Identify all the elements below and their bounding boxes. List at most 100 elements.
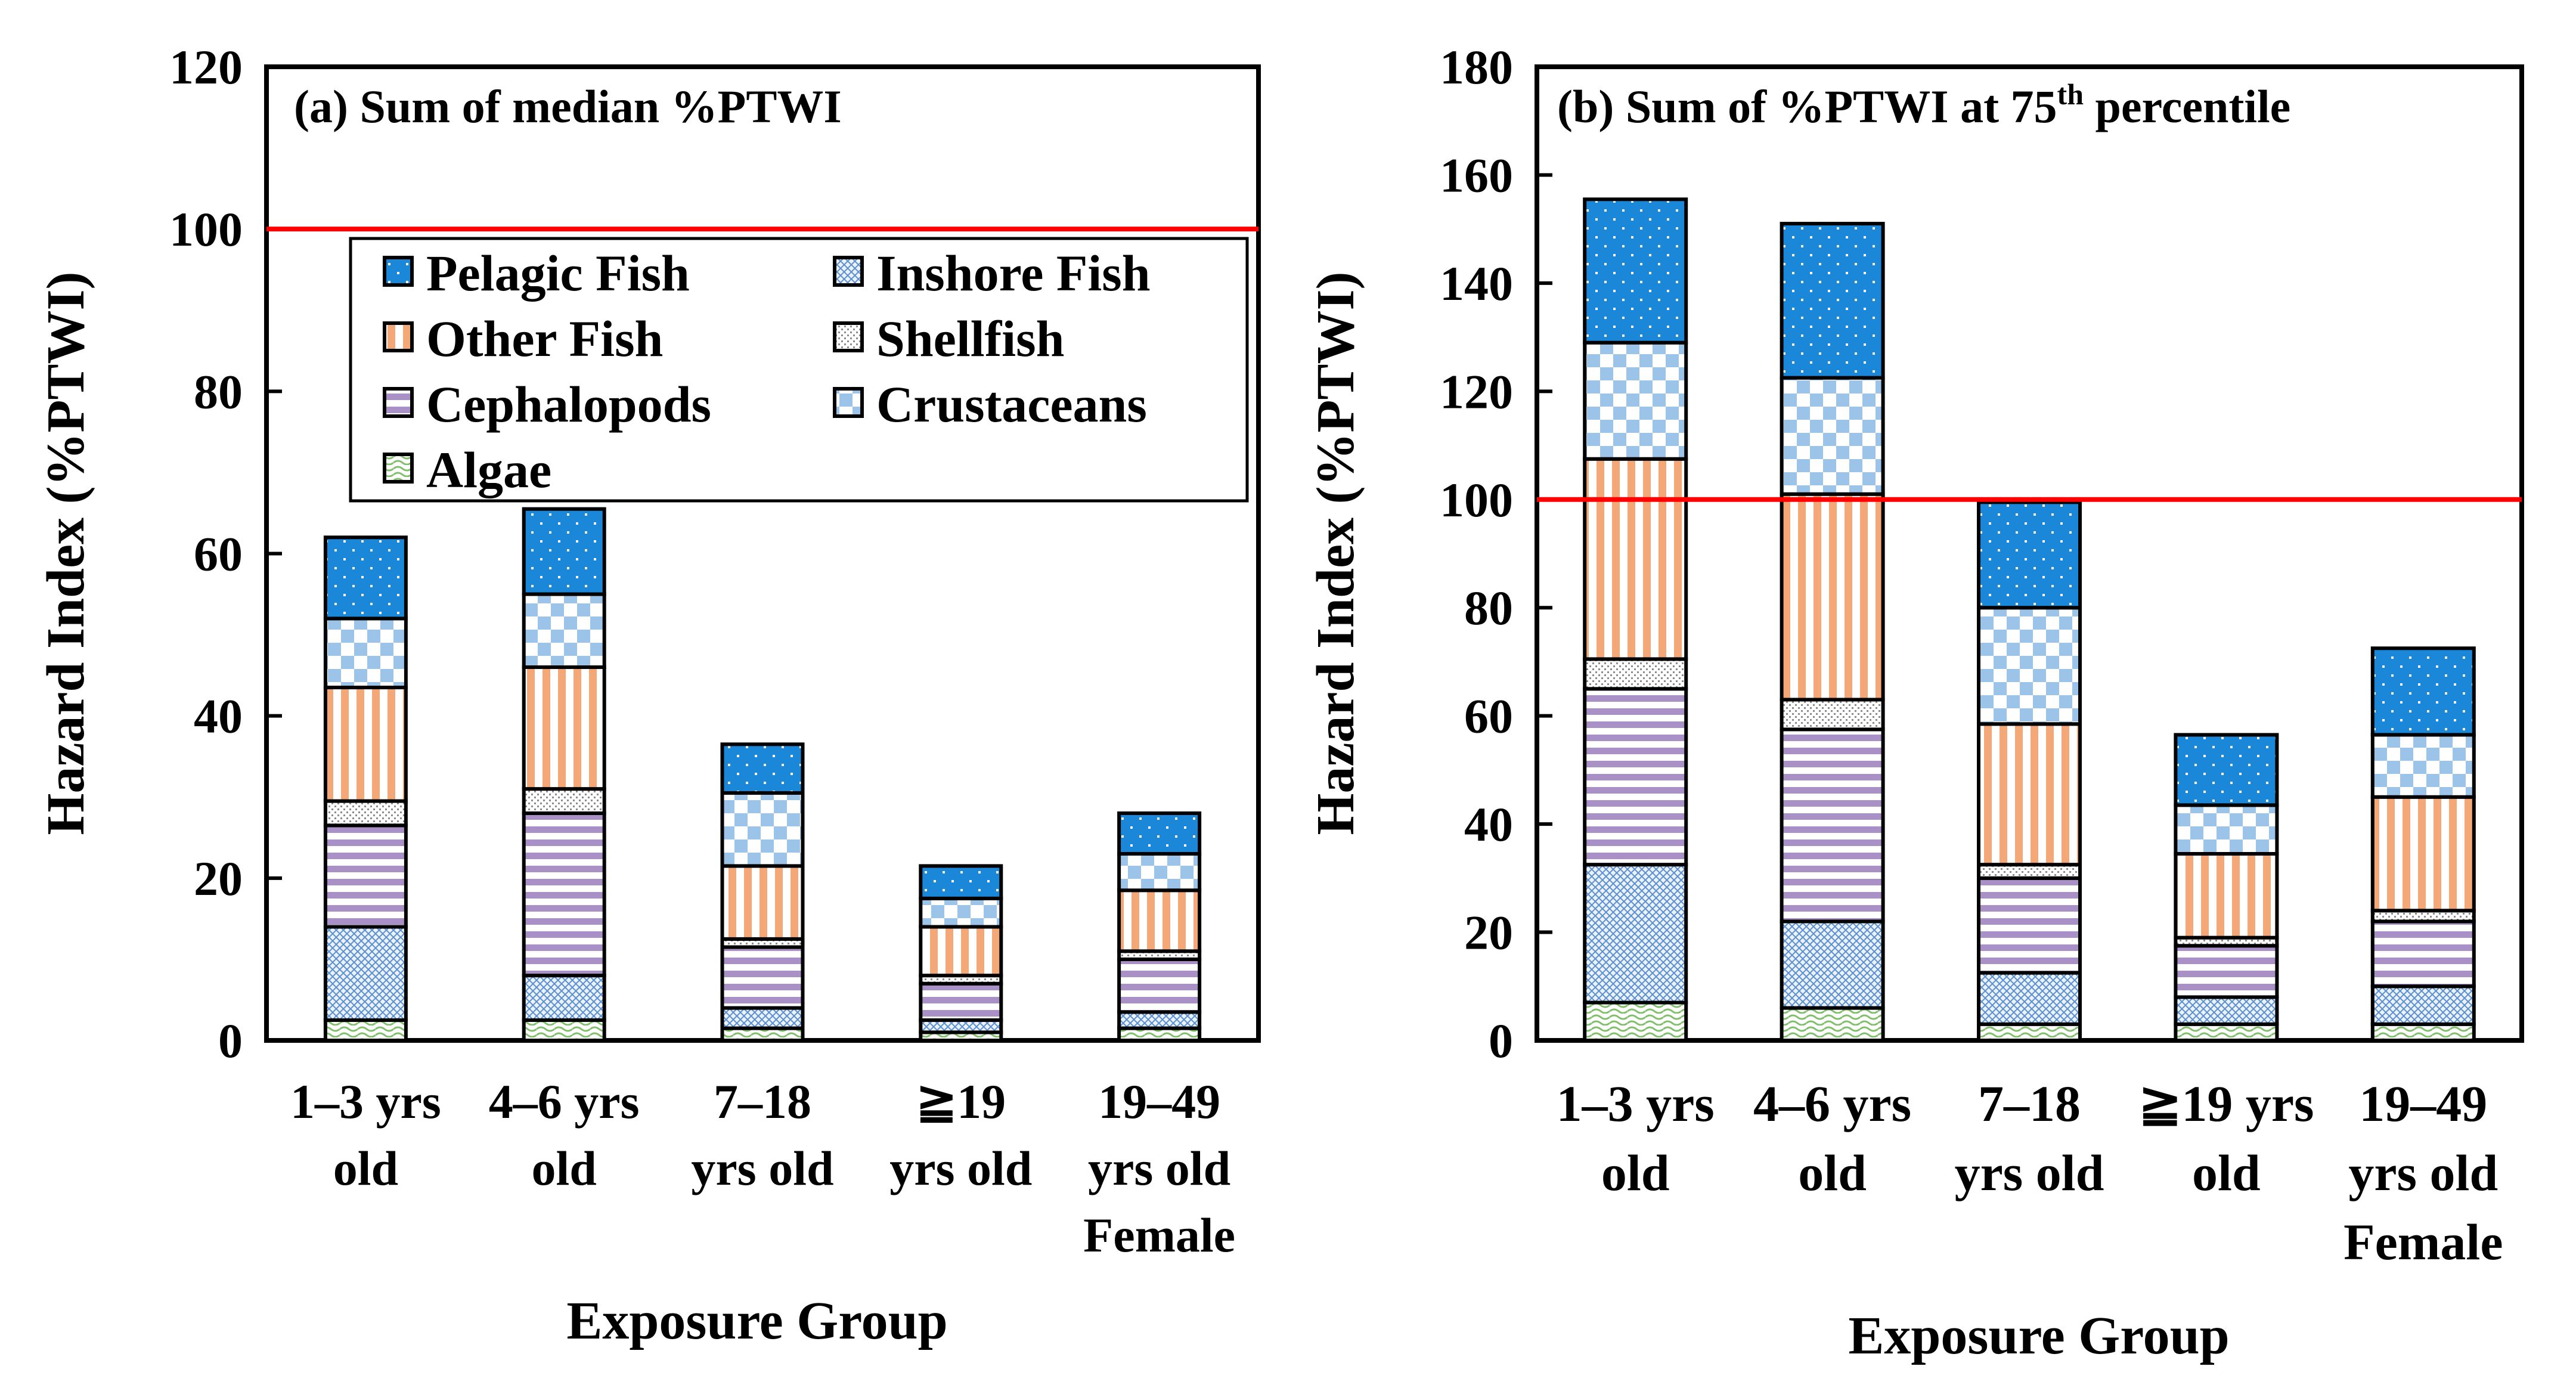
panel-a-bar-pelagic-1 bbox=[522, 507, 606, 596]
panel-a-bar-cephalopods-4 bbox=[1117, 957, 1202, 1014]
panel-b-x-axis-label: Exposure Group bbox=[1848, 1306, 2229, 1365]
panel-a-bar-crustaceans-3 bbox=[919, 896, 1003, 929]
legend-swatch-inshore bbox=[833, 256, 864, 287]
panel-b-y-tick-label: 180 bbox=[1440, 40, 1513, 94]
panel-b-x-tick-label: 7–18 bbox=[1978, 1075, 2081, 1132]
legend-swatch-cephalopods bbox=[383, 387, 414, 418]
panel-b-bar-crustaceans-1 bbox=[1780, 376, 1885, 496]
panel-a-bar-other-2 bbox=[720, 864, 805, 941]
panel-b-bar-shellfish-0 bbox=[1583, 657, 1688, 691]
panel-a-bar-inshore-4 bbox=[1117, 1010, 1202, 1030]
panel-b-x-tick-labels: 1–3 yrs old 4–6 yrs old 7–18 yrs old ≧19 yrs ol… bbox=[1557, 1075, 2503, 1271]
panel-b-bar-inshore-0 bbox=[1583, 863, 1688, 1005]
panel-b-bar-crustaceans-3 bbox=[2174, 803, 2279, 856]
legend-swatch-pelagic bbox=[383, 256, 414, 287]
panel-b-y-tick-label: 60 bbox=[1464, 689, 1513, 743]
panel-b-y-tick-label: 20 bbox=[1464, 906, 1513, 960]
panel-a-bar-inshore-3 bbox=[919, 1018, 1003, 1034]
panel-b-y-ticks: 0 20 40 60 80 100 120 140 160 180 bbox=[1440, 40, 1552, 1068]
panel-a-x-tick-label: ≧19 bbox=[916, 1074, 1006, 1129]
panel-a-bar-algae-0 bbox=[323, 1018, 408, 1042]
panel-b-y-tick-label: 120 bbox=[1440, 364, 1513, 419]
panel-b-bar-other-0 bbox=[1583, 457, 1688, 661]
panel-a-y-tick-label: 20 bbox=[194, 851, 243, 906]
panel-b-bar-other-4 bbox=[2370, 795, 2476, 913]
panel-a-bar-shellfish-0 bbox=[323, 799, 408, 828]
panel-b-bar-shellfish-1 bbox=[1780, 698, 1885, 732]
panel-a-y-tick-label: 0 bbox=[218, 1014, 243, 1068]
legend-label-shellfish: Shellfish bbox=[876, 310, 1064, 367]
legend-swatch-crustaceans bbox=[833, 387, 864, 418]
panel-b-bar-inshore-1 bbox=[1780, 919, 1885, 1010]
panel-b-bar-cephalopods-3 bbox=[2174, 944, 2279, 999]
panel-a-bar-shellfish-1 bbox=[522, 787, 606, 815]
panel-a-bar-other-4 bbox=[1117, 888, 1202, 953]
panel-a-x-tick-label: Female bbox=[1083, 1208, 1235, 1262]
panel-b-bar-pelagic-3 bbox=[2174, 733, 2279, 807]
panel-b-bar-pelagic-0 bbox=[1583, 197, 1688, 345]
panel-a-x-tick-labels: 1–3 yrs old 4–6 yrs old 7–18 yrs old ≧19 yrs ol… bbox=[290, 1074, 1235, 1262]
legend-label-inshore: Inshore Fish bbox=[876, 244, 1151, 302]
panel-a-bar-cephalopods-2 bbox=[720, 945, 805, 1010]
panel-b-x-tick-label: old bbox=[2192, 1144, 2261, 1201]
panel-a-bar-crustaceans-0 bbox=[323, 616, 408, 690]
panel-a-y-tick-label: 100 bbox=[169, 202, 243, 256]
panel-b-bar-cephalopods-4 bbox=[2370, 919, 2476, 989]
legend-label-pelagic: Pelagic Fish bbox=[426, 244, 690, 302]
panel-b-bar-cephalopods-2 bbox=[1977, 876, 2082, 975]
panel-a-x-axis-label: Exposure Group bbox=[566, 1291, 947, 1350]
panel-a-bar-pelagic-0 bbox=[323, 535, 408, 621]
panel-b-x-tick-label: 19–49 bbox=[2359, 1075, 2487, 1132]
panel-b-bar-algae-1 bbox=[1780, 1006, 1885, 1042]
panel-a-bar-algae-2 bbox=[720, 1026, 805, 1043]
panel-a-x-tick-label: 1–3 yrs bbox=[290, 1074, 441, 1129]
panel-b-bar-other-2 bbox=[1977, 722, 2082, 867]
panel-b-bar-cephalopods-1 bbox=[1780, 727, 1885, 924]
panel-a-x-tick-label: 19–49 bbox=[1098, 1074, 1220, 1129]
legend: Pelagic Fish Inshore Fish Other Fish Shellf… bbox=[349, 237, 1249, 503]
panel-a-x-tick-label: yrs old bbox=[691, 1141, 833, 1195]
panel-a-bar-other-3 bbox=[919, 925, 1003, 978]
panel-b-bar-crustaceans-2 bbox=[1977, 606, 2082, 726]
panel-b-bar-crustaceans-4 bbox=[2370, 733, 2476, 799]
legend-label-crustaceans: Crustaceans bbox=[876, 376, 1147, 433]
panel-a-bar-crustaceans-4 bbox=[1117, 852, 1202, 893]
panel-a-bar-pelagic-3 bbox=[919, 864, 1003, 900]
panel-a-bar-pelagic-2 bbox=[720, 742, 805, 795]
panel-b-y-tick-label: 40 bbox=[1464, 797, 1513, 851]
panel-a-y-axis-label: Hazard Index (%PTWI) bbox=[36, 272, 95, 835]
panel-a-y-tick-label: 120 bbox=[169, 40, 243, 94]
panel-b-bar-algae-4 bbox=[2370, 1022, 2476, 1042]
panel-a-y-tick-label: 60 bbox=[194, 527, 243, 581]
panel-b-title: (b) Sum of %PTWI at 75th percentile bbox=[1557, 78, 2290, 132]
panel-a-x-tick-label: 7–18 bbox=[714, 1074, 811, 1129]
panel-b-bar-shellfish-2 bbox=[1977, 863, 2082, 880]
panel-b-bar-pelagic-1 bbox=[1780, 222, 1885, 380]
panel-a-y-tick-label: 80 bbox=[194, 364, 243, 419]
legend-swatch-algae bbox=[383, 453, 414, 484]
panel-a-bar-crustaceans-2 bbox=[720, 791, 805, 868]
panel-b-y-tick-label: 0 bbox=[1489, 1014, 1513, 1068]
panel-b-bar-other-3 bbox=[2174, 852, 2279, 940]
panel-a-bar-pelagic-4 bbox=[1117, 811, 1202, 856]
panel-a-title: (a) Sum of median %PTWI bbox=[294, 80, 842, 132]
panel-b-y-tick-label: 100 bbox=[1440, 473, 1513, 527]
panel-a-bar-cephalopods-1 bbox=[522, 811, 606, 978]
panel-a-bar-inshore-1 bbox=[522, 974, 606, 1022]
panel-b-y-axis-label: Hazard Index (%PTWI) bbox=[1306, 272, 1365, 835]
panel-a-bar-crustaceans-1 bbox=[522, 592, 606, 670]
panel-a-x-tick-label: old bbox=[532, 1141, 597, 1195]
panel-a-bar-other-0 bbox=[323, 686, 408, 803]
panel-a-bar-inshore-2 bbox=[720, 1006, 805, 1030]
panel-b-bar-inshore-2 bbox=[1977, 971, 2082, 1026]
panel-b-y-tick-label: 160 bbox=[1440, 148, 1513, 202]
panel-b-bar-crustaceans-0 bbox=[1583, 340, 1688, 461]
panel-a-bar-algae-1 bbox=[522, 1018, 606, 1042]
panel-a-bar-cephalopods-3 bbox=[919, 981, 1003, 1022]
panel-b-bar-inshore-4 bbox=[2370, 984, 2476, 1026]
panel-b-bar-pelagic-4 bbox=[2370, 646, 2476, 737]
panel-a-y-ticks: 0 20 40 60 80 100 120 bbox=[169, 40, 282, 1068]
panel-b-bars bbox=[1583, 197, 2476, 1042]
panel-a-chart: 0 20 40 60 80 100 120 1–3 yrs old 4–6 yrs old 7–18… bbox=[36, 40, 1261, 1350]
